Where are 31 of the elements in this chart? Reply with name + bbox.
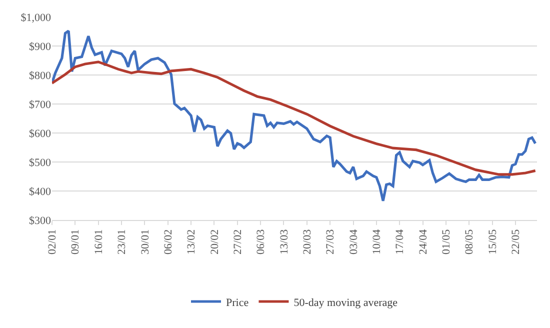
x-tick-label: 10/04 — [371, 228, 384, 254]
x-tick-label: 24/04 — [417, 228, 430, 254]
x-tick-label: 02/01 — [46, 229, 59, 254]
legend-label: 50-day moving average — [294, 296, 398, 309]
y-tick-label: $400 — [29, 186, 52, 198]
y-tick-label: $700 — [29, 98, 52, 111]
x-tick-label: 20/02 — [208, 229, 221, 254]
legend-label: Price — [226, 296, 249, 309]
x-tick-label: 13/02 — [186, 229, 198, 254]
y-tick-label: $1,000 — [20, 12, 52, 24]
x-tick-label: 20/03 — [301, 228, 314, 254]
x-tick-label: 01/05 — [440, 228, 453, 254]
y-tick-label: $500 — [29, 156, 52, 169]
x-tick-label: 03/04 — [348, 228, 360, 254]
x-tick-label: 06/03 — [255, 228, 268, 254]
x-tick-label: 22/05 — [510, 228, 522, 254]
x-tick-label: 08/05 — [464, 228, 476, 254]
x-tick-label: 13/03 — [278, 228, 290, 254]
y-tick-label: $800 — [29, 70, 52, 82]
x-tick-label: 23/01 — [116, 229, 128, 254]
x-tick-label: 15/05 — [486, 228, 499, 254]
x-tick-label: 17/04 — [394, 228, 406, 254]
x-tick-label: 09/01 — [70, 229, 82, 254]
x-tick-label: 06/02 — [162, 229, 174, 254]
y-tick-label: $300 — [29, 214, 52, 227]
x-tick-label: 16/01 — [92, 229, 105, 254]
x-tick-label: 27/03 — [324, 228, 337, 254]
y-tick-label: $600 — [29, 128, 52, 140]
x-tick-label: 30/01 — [139, 229, 152, 254]
x-tick-label: 27/02 — [232, 229, 244, 254]
y-tick-label: $900 — [29, 40, 52, 53]
